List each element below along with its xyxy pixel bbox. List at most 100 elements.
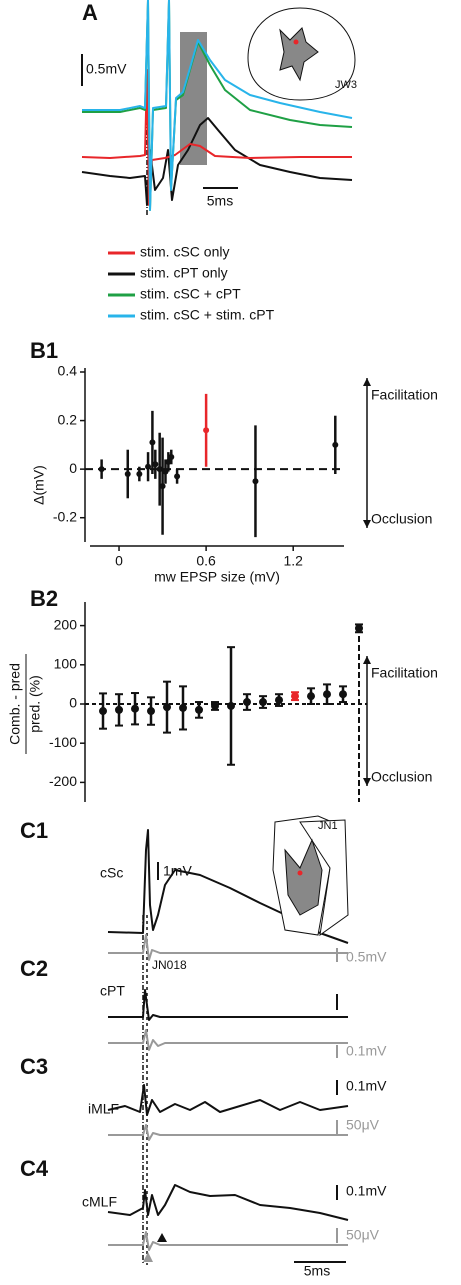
- point: [339, 690, 347, 699]
- scale-label: 0.5mV: [86, 61, 127, 77]
- trace: [81, 69, 352, 206]
- point: [163, 703, 171, 712]
- y-axis-label: Comb. - pred: [7, 663, 23, 745]
- inset-label: JN1: [318, 820, 338, 832]
- point: [159, 483, 166, 490]
- y-tick-label: 0.2: [58, 411, 78, 427]
- trace: [81, 117, 353, 206]
- point: [355, 624, 363, 633]
- inset-gray: [284, 838, 323, 916]
- panel-label: B2: [30, 586, 58, 611]
- scale-label: 0.5mV: [346, 949, 387, 965]
- arrowhead: [363, 778, 371, 786]
- panel-label: A: [82, 0, 98, 25]
- y-tick-label: -200: [49, 773, 77, 789]
- x-tick-label: 1.2: [283, 553, 303, 569]
- legend-label: stim. cSC + cPT: [140, 286, 241, 302]
- trace-label: cSc: [100, 865, 123, 881]
- y-tick-label: -0.2: [53, 508, 77, 524]
- trace-label: cMLF: [82, 1194, 117, 1210]
- arrowhead: [363, 520, 371, 528]
- point: [152, 461, 159, 468]
- point: [162, 468, 169, 475]
- x-tick-label: 0: [115, 553, 123, 569]
- point: [323, 690, 331, 699]
- x-axis-label: mw EPSP size (mV): [154, 569, 280, 585]
- point: [307, 692, 315, 701]
- arrowhead: [363, 656, 371, 664]
- point: [156, 466, 163, 473]
- inset-label: JW3: [335, 79, 357, 91]
- scale-label: 0.1mV: [346, 1043, 387, 1059]
- y-tick-label: 200: [54, 616, 78, 632]
- inset-site: [293, 39, 299, 45]
- point: [124, 471, 131, 477]
- point: [99, 707, 107, 716]
- annotation: Facilitation: [371, 665, 438, 681]
- annotation: Facilitation: [371, 387, 438, 403]
- scale-label: 5ms: [304, 1263, 330, 1279]
- trace: [108, 1029, 348, 1051]
- point: [145, 463, 152, 470]
- y-tick-label: -100: [49, 734, 77, 750]
- trace: [107, 829, 349, 944]
- trace: [82, 0, 353, 211]
- trace-label: cPT: [100, 983, 125, 999]
- scale-label: 5ms: [207, 193, 233, 209]
- scale-label: 0.1mV: [346, 1078, 387, 1094]
- point: [179, 703, 187, 712]
- trace: [108, 1124, 348, 1141]
- point: [149, 439, 156, 446]
- legend-label: stim. cPT only: [140, 265, 228, 281]
- marker: [143, 1252, 153, 1262]
- point: [291, 692, 299, 701]
- point: [131, 704, 139, 713]
- y-tick-label: 0: [69, 460, 77, 476]
- point: [168, 454, 175, 460]
- point: [332, 441, 339, 448]
- y-axis-label: pred. (%): [27, 675, 43, 733]
- point: [174, 473, 181, 480]
- point: [252, 478, 259, 485]
- point: [165, 458, 172, 465]
- point: [227, 701, 235, 710]
- panel-label: C4: [20, 1156, 49, 1181]
- y-tick-label: 0.4: [58, 363, 78, 379]
- trace: [108, 989, 348, 1021]
- inset-gray: [279, 27, 319, 82]
- point: [243, 698, 251, 707]
- point: [115, 705, 123, 714]
- trace: [107, 1184, 349, 1221]
- trace: [107, 1084, 349, 1116]
- panel-label: C2: [20, 956, 48, 981]
- panel-label: C1: [20, 818, 48, 843]
- point: [136, 471, 143, 477]
- legend-label: stim. cSC only: [140, 244, 229, 260]
- scale-label: 0.1mV: [346, 1183, 387, 1199]
- panel-label: C3: [20, 1054, 48, 1079]
- point: [98, 466, 105, 473]
- point: [203, 427, 210, 434]
- annotation: Occlusion: [371, 511, 432, 527]
- trace: [108, 1231, 348, 1251]
- scale-label: 50μV: [346, 1117, 380, 1133]
- y-tick-label: 0: [69, 695, 77, 711]
- point: [211, 701, 219, 710]
- trace-label: iMLF: [88, 1101, 119, 1117]
- annotation: Occlusion: [371, 769, 432, 785]
- point: [147, 707, 155, 716]
- id-label: JN018: [152, 958, 187, 972]
- legend-label: stim. cSC + stim. cPT: [140, 307, 275, 323]
- y-tick-label: 100: [54, 656, 78, 672]
- marker: [157, 1233, 167, 1242]
- inset-cord: [299, 819, 349, 937]
- point: [195, 705, 203, 714]
- point: [259, 698, 267, 707]
- arrowhead: [363, 378, 371, 386]
- panel-label: B1: [30, 338, 58, 363]
- trace: [108, 934, 348, 961]
- inset-site: [297, 870, 303, 876]
- x-tick-label: 0.6: [196, 553, 216, 569]
- point: [275, 696, 283, 705]
